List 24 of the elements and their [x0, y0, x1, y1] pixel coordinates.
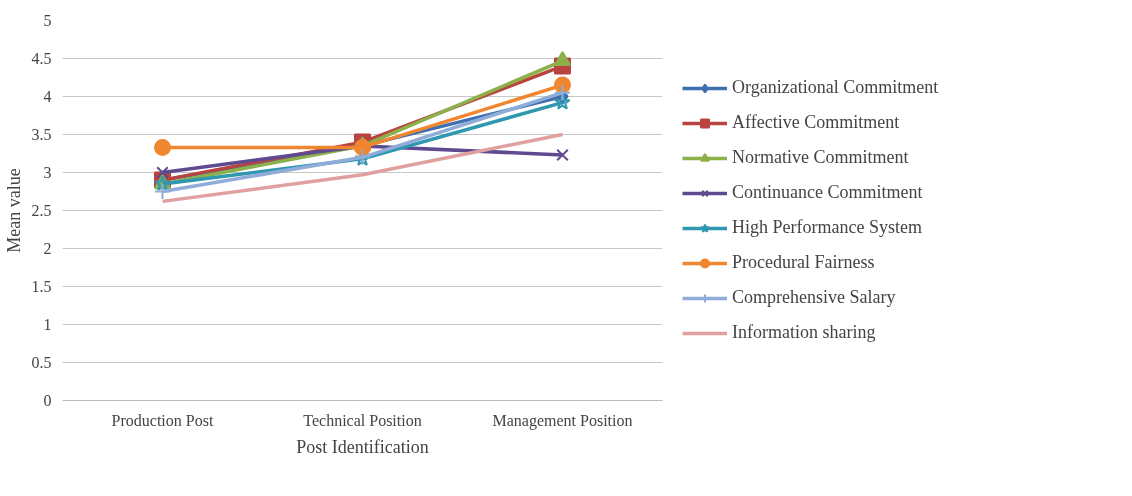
legend-label: Continuance Commitment	[732, 182, 923, 203]
x-tick-label: Production Post	[111, 411, 214, 429]
y-axis-title: Mean value	[3, 168, 24, 253]
legend-label: Normative Commitment	[732, 147, 909, 168]
x-axis-title: Post Identification	[296, 436, 429, 457]
legend-label: Comprehensive Salary	[732, 287, 896, 308]
x-tick-label: Technical Position	[303, 411, 422, 429]
y-tick-label: 2	[43, 240, 52, 257]
y-tick-label: 0	[43, 392, 52, 409]
legend-label: Procedural Fairness	[732, 252, 875, 273]
legend-label: Information sharing	[732, 322, 876, 343]
y-tick-label: 1.5	[31, 278, 52, 295]
x-tick-label: Management Position	[492, 411, 633, 430]
y-tick-label: 0.5	[31, 354, 52, 371]
y-tick-label: 4.5	[31, 50, 52, 67]
y-tick-label: 3	[43, 164, 52, 181]
y-tick-label: 2.5	[31, 202, 52, 219]
y-tick-label: 5	[43, 12, 52, 29]
y-tick-label: 4	[43, 88, 52, 105]
legend-label: High Performance System	[732, 217, 922, 238]
legend-label: Organizational Commitment	[732, 77, 939, 98]
y-tick-label: 3.5	[31, 126, 52, 143]
legend-label: Affective Commitment	[732, 112, 900, 133]
y-tick-label: 1	[43, 316, 52, 333]
